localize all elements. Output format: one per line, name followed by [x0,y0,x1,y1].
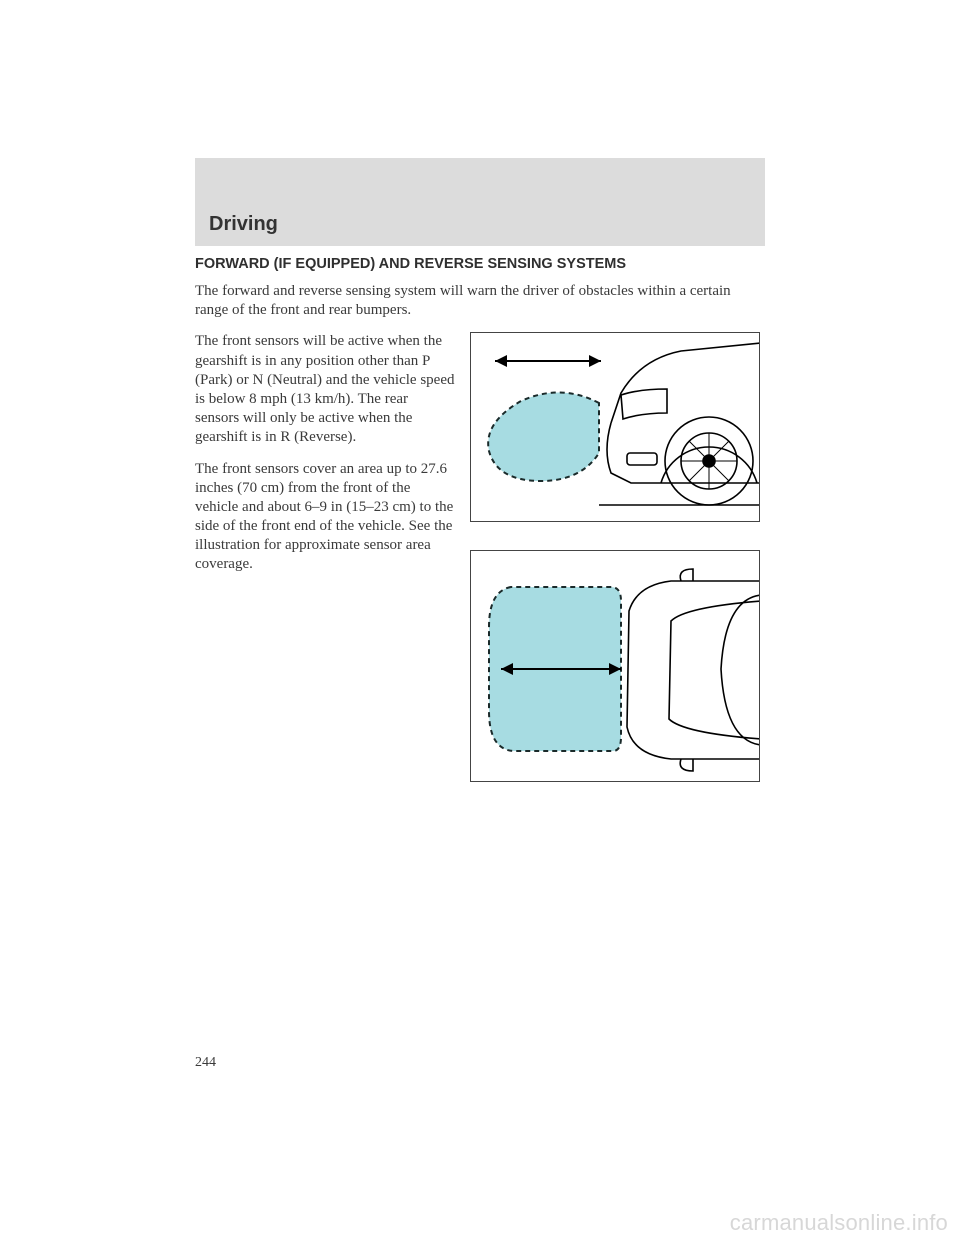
content-area: FORWARD (IF EQUIPPED) AND REVERSE SENSIN… [195,256,765,782]
page: Driving FORWARD (IF EQUIPPED) AND REVERS… [0,0,960,1242]
chapter-title: Driving [209,213,278,236]
body-paragraph: The front sensors will be active when th… [195,332,455,447]
intro-paragraph: The forward and reverse sensing system w… [195,282,765,320]
two-column-layout: The front sensors will be active when th… [195,332,765,782]
chapter-header-band: Driving [195,158,765,246]
body-paragraph: The front sensors cover an area up to 27… [195,460,455,575]
vehicle-side-icon [599,343,760,505]
text-column: The front sensors will be active when th… [195,332,455,782]
watermark-text: carmanualsonline.info [730,1210,948,1236]
sensor-zone-icon [488,393,599,482]
vehicle-top-icon [627,569,760,771]
top-view-svg [471,551,760,782]
section-heading: FORWARD (IF EQUIPPED) AND REVERSE SENSIN… [195,256,765,272]
side-view-svg [471,333,760,522]
figure-top-view [470,550,760,782]
figure-column [465,332,765,782]
page-number: 244 [195,1055,216,1071]
figure-side-view [470,332,760,522]
dimension-arrow-icon [495,355,601,367]
